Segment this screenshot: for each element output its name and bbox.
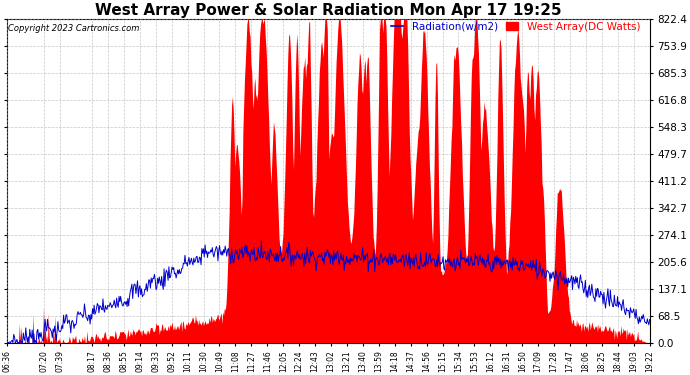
Title: West Array Power & Solar Radiation Mon Apr 17 19:25: West Array Power & Solar Radiation Mon A… [95,3,562,18]
Text: Copyright 2023 Cartronics.com: Copyright 2023 Cartronics.com [8,24,139,33]
Legend: Radiation(w/m2), West Array(DC Watts): Radiation(w/m2), West Array(DC Watts) [386,18,644,36]
